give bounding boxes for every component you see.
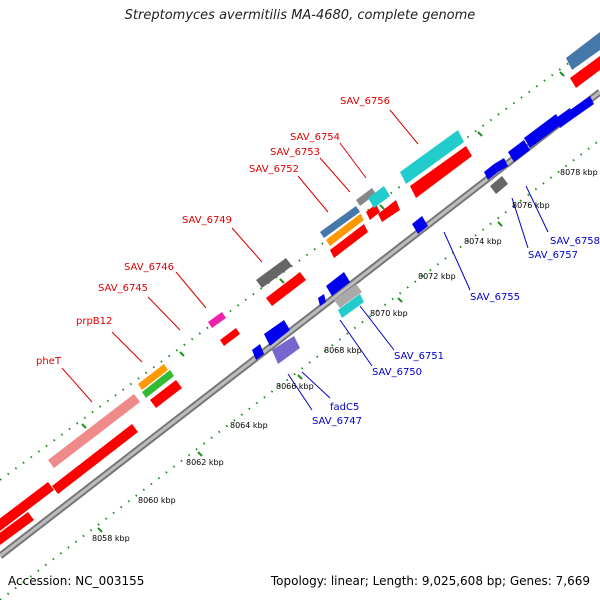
gene-block[interactable] [208,312,226,328]
forward-genes [0,32,600,534]
gene-block[interactable] [272,336,300,364]
gene-block[interactable] [494,158,508,172]
gene-block[interactable] [52,424,138,494]
gene-block[interactable] [142,370,174,398]
gene-block[interactable] [508,140,530,162]
major-ticks [81,71,565,533]
label-fadC5[interactable]: fadC5 [330,402,359,413]
kbp-label: 8072 kbp [418,272,456,281]
gene-block[interactable] [368,186,390,208]
reverse-genes [0,96,594,548]
accession-text: Accession: NC_003155 [8,574,145,588]
label-SAV_6756[interactable]: SAV_6756 [340,96,390,107]
label-SAV_6750[interactable]: SAV_6750 [372,367,422,378]
gene-block[interactable] [366,204,380,220]
forward-label-group [61,109,419,403]
gene-block[interactable] [320,206,360,238]
gene-block[interactable] [138,364,168,390]
kbp-label: 8060 kbp [138,496,176,505]
gene-block[interactable] [318,294,326,306]
label-SAV_6754[interactable]: SAV_6754 [290,132,340,143]
kbp-ruler: 8058 kbp 8060 kbp 8062 kbp 8064 kbp 8066… [92,168,598,543]
forward-labels: pheT prpB12 SAV_6745 SAV_6746 SAV_6749 S… [36,96,390,367]
gene-block[interactable] [334,284,362,308]
gene-block[interactable] [266,272,306,306]
gene-block[interactable] [356,188,376,206]
gene-block[interactable] [524,114,562,148]
reverse-labels: SAV_6747 fadC5 SAV_6750 SAV_6751 SAV_675… [312,236,600,427]
reverse-label-group [287,185,549,411]
kbp-label: 8070 kbp [370,309,408,318]
label-SAV_6745[interactable]: SAV_6745 [98,283,148,294]
label-SAV_6753[interactable]: SAV_6753 [270,147,320,158]
label-SAV_6755[interactable]: SAV_6755 [470,292,520,303]
label-SAV_6749[interactable]: SAV_6749 [182,215,232,226]
gene-block[interactable] [338,294,364,318]
genome-summary: Topology: linear; Length: 9,025,608 bp; … [270,574,590,588]
gene-block[interactable] [48,394,140,468]
gene-block[interactable] [0,512,34,548]
kbp-label: 8062 kbp [186,458,224,467]
label-SAV_6758[interactable]: SAV_6758 [550,236,600,247]
label-SAV_6751[interactable]: SAV_6751 [394,351,444,362]
kbp-label: 8068 kbp [324,346,362,355]
kbp-label: 8058 kbp [92,534,130,543]
gene-block[interactable] [484,164,498,180]
label-SAV_6746[interactable]: SAV_6746 [124,262,174,273]
gene-block[interactable] [256,258,292,288]
label-SAV_6757[interactable]: SAV_6757 [528,250,578,261]
gene-block[interactable] [400,130,464,184]
label-prpB12[interactable]: prpB12 [76,316,112,327]
kbp-label: 8078 kbp [560,168,598,177]
gene-block[interactable] [410,146,472,198]
label-SAV_6752[interactable]: SAV_6752 [249,164,299,175]
gene-block[interactable] [330,224,368,258]
gene-block[interactable] [0,482,54,534]
gene-block[interactable] [570,56,600,88]
gene-block[interactable] [326,272,350,296]
kbp-label: 8066 kbp [276,382,314,391]
gene-block[interactable] [326,214,364,246]
gene-block[interactable] [220,328,240,346]
gene-block[interactable] [150,380,182,408]
outer-tick-track [0,39,600,600]
gene-block[interactable] [566,32,600,70]
gene-block[interactable] [412,216,428,234]
gene-block[interactable] [264,320,290,346]
label-pheT[interactable]: pheT [36,356,62,367]
label-SAV_6747[interactable]: SAV_6747 [312,416,362,427]
gene-block[interactable] [252,344,264,360]
gene-block[interactable] [490,176,508,194]
kbp-label: 8074 kbp [464,237,502,246]
kbp-label: 8076 kbp [512,201,550,210]
map-title: Streptomyces avermitilis MA-4680, comple… [124,8,476,23]
kbp-label: 8064 kbp [230,421,268,430]
gene-block[interactable] [556,108,574,128]
gene-block[interactable] [570,96,594,118]
gene-block[interactable] [378,200,400,222]
